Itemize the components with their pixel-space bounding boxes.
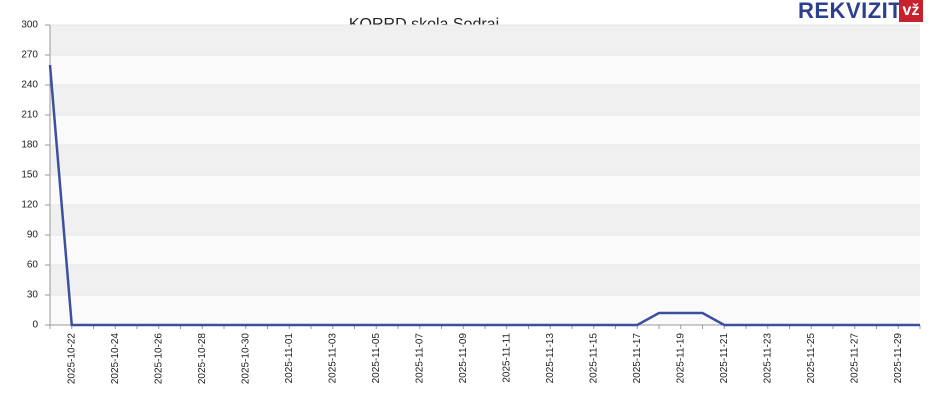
y-tick-label: 180 xyxy=(21,140,38,151)
y-tick-label: 240 xyxy=(21,80,38,91)
y-tick-label: 60 xyxy=(27,260,39,271)
grid-band xyxy=(50,265,920,295)
y-tick-label: 90 xyxy=(27,230,39,241)
data-line xyxy=(48,64,920,327)
x-tick-label: 2025-11-23 xyxy=(762,333,773,384)
x-tick-label: 2025-11-17 xyxy=(632,333,643,384)
logo-badge: vž xyxy=(903,2,920,19)
y-tick-label: 0 xyxy=(32,320,38,331)
x-tick-label: 2025-11-19 xyxy=(675,333,686,384)
grid-band xyxy=(50,235,920,265)
x-tick-label: 2025-11-09 xyxy=(458,333,469,384)
x-tick-label: 2025-11-25 xyxy=(806,333,817,384)
x-tick-label: 2025-10-22 xyxy=(66,333,77,385)
y-tick-label: 300 xyxy=(21,20,38,31)
grid-band xyxy=(50,145,920,175)
x-tick-label: 2025-11-29 xyxy=(893,333,904,384)
x-tick-label: 2025-11-05 xyxy=(371,333,382,384)
grid-band xyxy=(50,295,920,325)
y-tick-label: 210 xyxy=(21,110,38,121)
grid-band xyxy=(50,205,920,235)
grid-band xyxy=(50,25,920,55)
x-tick-label: 2025-11-15 xyxy=(588,333,599,384)
y-tick-label: 120 xyxy=(21,200,38,211)
grid-band xyxy=(50,85,920,115)
grid-band xyxy=(50,55,920,85)
x-tick-label: 2025-10-28 xyxy=(197,333,208,385)
logo: REKVIZITAI xyxy=(798,0,924,23)
x-tick-label: 2025-10-24 xyxy=(110,333,121,385)
x-tick-label: 2025-10-30 xyxy=(240,333,251,385)
x-tick-label: 2025-10-26 xyxy=(153,333,164,385)
y-tick-label: 30 xyxy=(27,290,39,301)
grid-band xyxy=(50,175,920,205)
logo-badge-bg xyxy=(899,0,923,22)
y-tick-label: 150 xyxy=(21,170,38,181)
x-tick-label: 2025-11-01 xyxy=(284,333,295,384)
x-tick-label: 2025-11-21 xyxy=(719,333,730,384)
grid-band xyxy=(50,115,920,145)
x-tick-label: 2025-11-13 xyxy=(545,333,556,384)
x-tick-label: 2025-11-07 xyxy=(414,333,425,384)
x-tick-label: 2025-11-11 xyxy=(501,333,512,383)
y-tick-label: 270 xyxy=(21,50,38,61)
x-tick-label: 2025-11-03 xyxy=(327,333,338,384)
x-tick-label: 2025-11-27 xyxy=(849,333,860,384)
